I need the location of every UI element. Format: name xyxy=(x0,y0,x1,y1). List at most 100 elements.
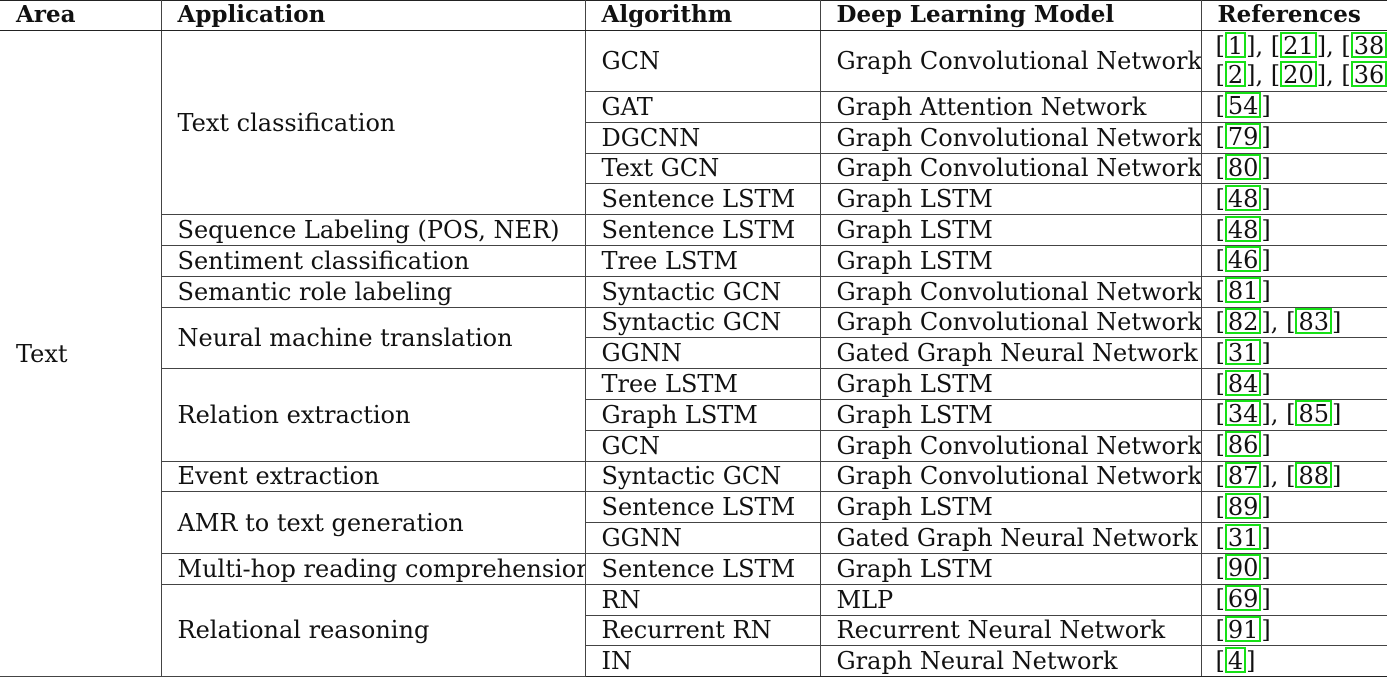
algorithm-cell: DGCNN xyxy=(585,122,820,153)
references-cell: [46] xyxy=(1201,245,1387,276)
citation-link[interactable]: 69 xyxy=(1225,585,1262,611)
references-cell: [31] xyxy=(1201,338,1387,369)
table-row: Event extraction Syntactic GCN Graph Con… xyxy=(0,461,1387,492)
citation-link[interactable]: 82 xyxy=(1225,308,1262,334)
citation-link[interactable]: 89 xyxy=(1225,493,1262,519)
references-cell: [48] xyxy=(1201,184,1387,215)
header-model: Deep Learning Model xyxy=(820,0,1201,31)
model-cell: Graph Convolutional Network xyxy=(820,461,1201,492)
reference-line: [2], [20], [36] xyxy=(1216,61,1387,90)
reference-line: [46] xyxy=(1216,246,1387,275)
citation-link[interactable]: 48 xyxy=(1225,216,1262,242)
algorithm-cell: Text GCN xyxy=(585,153,820,184)
references-cell: [4] xyxy=(1201,646,1387,677)
citation-link[interactable]: 48 xyxy=(1225,185,1262,211)
references-cell: [84] xyxy=(1201,369,1387,400)
references-cell: [80] xyxy=(1201,153,1387,184)
reference-line: [79] xyxy=(1216,123,1387,152)
model-cell: Graph Convolutional Network xyxy=(820,153,1201,184)
citation-link[interactable]: 79 xyxy=(1225,123,1262,149)
header-row: Area Application Algorithm Deep Learning… xyxy=(0,0,1387,31)
citation-link[interactable]: 2 xyxy=(1225,61,1246,87)
citation-link[interactable]: 31 xyxy=(1225,524,1262,550)
application-cell: Sequence Labeling (POS, NER) xyxy=(161,215,585,246)
citation-link[interactable]: 46 xyxy=(1225,246,1262,272)
table-row: AMR to text generation Sentence LSTM Gra… xyxy=(0,492,1387,523)
table-row: Relation extraction Tree LSTM Graph LSTM… xyxy=(0,369,1387,400)
algorithm-cell: Sentence LSTM xyxy=(585,215,820,246)
citation-link[interactable]: 34 xyxy=(1225,400,1262,426)
reference-line: [4] xyxy=(1216,647,1387,676)
citation-link[interactable]: 90 xyxy=(1225,554,1262,580)
citation-link[interactable]: 88 xyxy=(1295,462,1332,488)
references-cell: [31] xyxy=(1201,523,1387,554)
citation-link[interactable]: 91 xyxy=(1225,616,1262,642)
reference-line: [1], [21], [38] xyxy=(1216,32,1387,61)
citation-link[interactable]: 36 xyxy=(1351,61,1387,87)
header-algorithm: Algorithm xyxy=(585,0,820,31)
table-row: Neural machine translation Syntactic GCN… xyxy=(0,307,1387,338)
model-cell: Graph LSTM xyxy=(820,399,1201,430)
citation-link[interactable]: 21 xyxy=(1280,32,1317,58)
citation-link[interactable]: 84 xyxy=(1225,370,1262,396)
reference-line: [90] xyxy=(1216,554,1387,583)
model-cell: Gated Graph Neural Network xyxy=(820,523,1201,554)
header-area: Area xyxy=(0,0,161,31)
reference-line: [89] xyxy=(1216,493,1387,522)
citation-link[interactable]: 80 xyxy=(1225,154,1262,180)
table-row: Sequence Labeling (POS, NER) Sentence LS… xyxy=(0,215,1387,246)
header-references: References xyxy=(1201,0,1387,31)
model-cell: Graph Neural Network xyxy=(820,646,1201,677)
model-cell: Graph LSTM xyxy=(820,369,1201,400)
reference-line: [80] xyxy=(1216,154,1387,183)
algorithm-cell: Tree LSTM xyxy=(585,245,820,276)
model-cell: Graph LSTM xyxy=(820,492,1201,523)
references-cell: [81] xyxy=(1201,276,1387,307)
references-cell: [82], [83] xyxy=(1201,307,1387,338)
application-cell: Multi-hop reading comprehension xyxy=(161,553,585,584)
references-cell: [90] xyxy=(1201,553,1387,584)
citation-link[interactable]: 20 xyxy=(1280,61,1317,87)
reference-line: [87], [88] xyxy=(1216,462,1387,491)
reference-line: [34], [85] xyxy=(1216,400,1387,429)
references-cell: [69] xyxy=(1201,584,1387,615)
model-cell: Gated Graph Neural Network xyxy=(820,338,1201,369)
algorithm-cell: Syntactic GCN xyxy=(585,307,820,338)
model-cell: Graph Attention Network xyxy=(820,92,1201,123)
references-cell: [48] xyxy=(1201,215,1387,246)
model-cell: Graph Convolutional Network xyxy=(820,307,1201,338)
application-cell: Relational reasoning xyxy=(161,584,585,676)
application-cell: Sentiment classification xyxy=(161,245,585,276)
citation-link[interactable]: 85 xyxy=(1295,400,1332,426)
citation-link[interactable]: 54 xyxy=(1225,92,1262,118)
algorithm-cell: Syntactic GCN xyxy=(585,461,820,492)
model-cell: Graph Convolutional Network xyxy=(820,430,1201,461)
citation-link[interactable]: 81 xyxy=(1225,277,1262,303)
table-row: Multi-hop reading comprehension Sentence… xyxy=(0,553,1387,584)
algorithm-cell: GGNN xyxy=(585,523,820,554)
reference-line: [48] xyxy=(1216,185,1387,214)
algorithm-cell: GCN xyxy=(585,31,820,92)
references-cell: [54] xyxy=(1201,92,1387,123)
algorithm-cell: Recurrent RN xyxy=(585,615,820,646)
references-cell: [1], [21], [38][2], [20], [36] xyxy=(1201,31,1387,92)
reference-line: [31] xyxy=(1216,339,1387,368)
citation-link[interactable]: 38 xyxy=(1351,32,1387,58)
citation-link[interactable]: 86 xyxy=(1225,431,1262,457)
model-cell: Graph LSTM xyxy=(820,245,1201,276)
reference-line: [48] xyxy=(1216,216,1387,245)
citation-link[interactable]: 4 xyxy=(1225,647,1246,673)
references-cell: [86] xyxy=(1201,430,1387,461)
citation-link[interactable]: 1 xyxy=(1225,32,1246,58)
reference-line: [31] xyxy=(1216,524,1387,553)
reference-line: [81] xyxy=(1216,277,1387,306)
model-cell: Graph LSTM xyxy=(820,553,1201,584)
algorithm-cell: Sentence LSTM xyxy=(585,492,820,523)
citation-link[interactable]: 83 xyxy=(1295,308,1332,334)
references-cell: [34], [85] xyxy=(1201,399,1387,430)
citation-link[interactable]: 87 xyxy=(1225,462,1262,488)
table-row: Text Text classification GCN Graph Convo… xyxy=(0,31,1387,92)
algorithm-cell: GAT xyxy=(585,92,820,123)
citation-link[interactable]: 31 xyxy=(1225,339,1262,365)
